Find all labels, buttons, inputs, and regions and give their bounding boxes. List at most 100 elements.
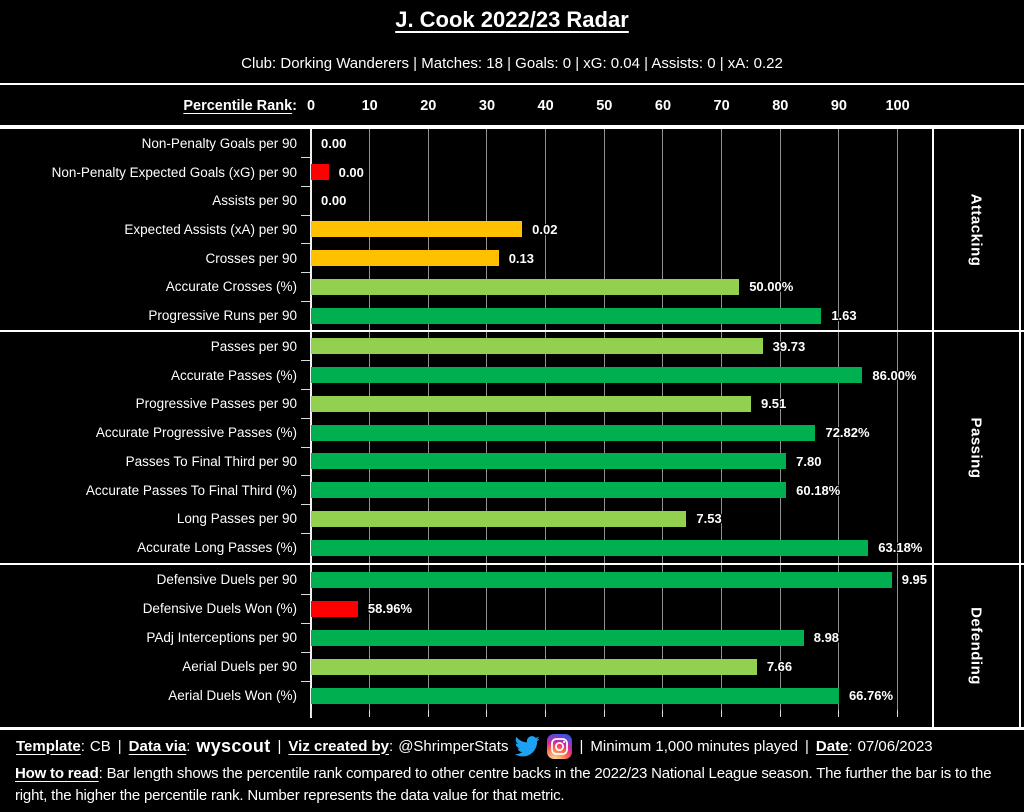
- metric-value: 0.02: [532, 221, 558, 237]
- metric-label: Passes To Final Third per 90: [125, 453, 297, 469]
- metric-row: Assists per 90 0.00: [0, 186, 1024, 215]
- viz-colon: :: [389, 737, 394, 755]
- x-axis-tick: [427, 710, 429, 717]
- metric-row: Accurate Passes (%) 86.00%: [0, 361, 1024, 390]
- x-axis-tick: [721, 710, 723, 717]
- metric-bar: [311, 221, 523, 238]
- category-tick: [301, 272, 310, 274]
- metric-label: Long Passes per 90: [176, 511, 297, 527]
- how-to-read-text: Bar length shows the percentile rank com…: [15, 765, 992, 804]
- metric-bar: [311, 250, 499, 267]
- metric-row: PAdj Interceptions per 90 8.98: [0, 623, 1024, 652]
- axis-tick-label: 40: [537, 97, 554, 114]
- creator-handle: @ShrimperStats: [398, 737, 509, 755]
- category-tick: [301, 651, 310, 653]
- metric-bar: [311, 338, 763, 355]
- category-tick: [301, 475, 310, 477]
- section-label-defending: Defending: [967, 607, 985, 685]
- metric-bar: [311, 453, 787, 470]
- x-axis-tick: [486, 710, 488, 717]
- gridline: [603, 129, 605, 710]
- x-axis-tick: [603, 710, 605, 717]
- axis-tick-label: 100: [885, 97, 910, 114]
- metric-value: 39.73: [772, 338, 806, 354]
- metric-value: 9.95: [901, 572, 928, 587]
- metric-value: 72.82%: [825, 425, 870, 441]
- x-axis-tick: [369, 710, 371, 717]
- axis-tick-label: 60: [654, 97, 672, 114]
- how-to-read-label: How to read: [15, 765, 99, 782]
- x-axis-tick: [838, 710, 840, 717]
- metric-bar: [311, 424, 816, 441]
- metric-bar: [311, 395, 751, 412]
- metric-value: 50.00%: [749, 279, 794, 295]
- pipe-separator: |: [117, 737, 122, 755]
- percentile-rank-label: Percentile Rank:: [183, 98, 297, 114]
- divider-footer: [0, 727, 1024, 730]
- metric-bar: [311, 482, 787, 499]
- section-label-passing: Passing: [967, 416, 985, 479]
- axis-tick-label: 0: [306, 97, 316, 114]
- pipe-separator: |: [277, 737, 282, 755]
- x-axis-tick: [897, 710, 899, 717]
- pipe-separator: |: [579, 737, 584, 755]
- gridline: [662, 129, 664, 710]
- section-column-left-border: [932, 129, 934, 727]
- gridline: [721, 129, 723, 710]
- metric-label: Non-Penalty Expected Goals (xG) per 90: [51, 164, 297, 180]
- category-tick: [301, 157, 310, 159]
- category-tick: [301, 532, 310, 534]
- metric-row: Accurate Crosses (%) 50.00%: [0, 273, 1024, 302]
- category-tick: [301, 622, 310, 624]
- metric-label: Accurate Progressive Passes (%): [95, 425, 297, 441]
- metric-label: Aerial Duels per 90: [182, 659, 297, 674]
- divider-passing-defending: [0, 563, 1024, 565]
- metric-bar: [311, 307, 822, 324]
- metric-label: Progressive Runs per 90: [148, 308, 297, 324]
- metric-label: Crosses per 90: [205, 250, 297, 266]
- metric-row: Accurate Passes To Final Third (%) 60.18%: [0, 476, 1024, 505]
- date-colon: :: [848, 737, 853, 755]
- y-axis-line: [309, 129, 312, 718]
- twitter-icon: [515, 735, 541, 757]
- gridline: [897, 129, 899, 710]
- metric-label: Defensive Duels Won (%): [142, 601, 297, 616]
- x-axis-tick: [545, 710, 547, 717]
- metric-row: Accurate Progressive Passes (%) 72.82%: [0, 418, 1024, 447]
- data-via-label: Data via: [128, 737, 187, 755]
- gridline: [486, 129, 488, 710]
- category-tick: [301, 185, 310, 187]
- how-to-read-colon: :: [98, 765, 103, 782]
- footer-credits: Template: CB | Data via: wyscout | Viz c…: [16, 733, 1016, 759]
- metric-bar: [311, 539, 869, 556]
- axis-tick-label: 70: [713, 97, 730, 114]
- axis-tick-label: 90: [830, 97, 848, 114]
- metric-label: Assists per 90: [212, 193, 297, 209]
- axis-tick-label: 50: [596, 97, 613, 114]
- metric-label: Accurate Passes To Final Third (%): [85, 482, 297, 498]
- gridline: [427, 129, 429, 710]
- category-tick: [301, 243, 310, 245]
- axis-tick-label: 80: [772, 97, 789, 114]
- section-column-right-border: [1019, 129, 1021, 727]
- player-meta: Club: Dorking Wanderers | Matches: 18 | …: [241, 55, 783, 72]
- metric-value: 58.96%: [367, 601, 413, 616]
- metric-bar: [311, 367, 863, 384]
- x-axis-tick: [662, 710, 664, 717]
- metric-label: PAdj Interceptions per 90: [146, 630, 297, 645]
- metric-value: 63.18%: [878, 540, 923, 556]
- category-tick: [301, 680, 310, 682]
- category-tick: [301, 389, 310, 390]
- metric-row: Passes To Final Third per 90 7.80: [0, 447, 1024, 476]
- metric-value: 7.66: [766, 659, 793, 674]
- page-title: J. Cook 2022/23 Radar: [395, 7, 629, 32]
- metric-value: 7.53: [696, 511, 722, 527]
- divider-top-thin: [0, 83, 1024, 85]
- metric-value: 9.51: [760, 396, 787, 412]
- category-tick: [301, 593, 310, 595]
- axis-tick-label: 10: [361, 97, 378, 114]
- metric-row: Defensive Duels per 90 9.95: [0, 565, 1024, 594]
- metric-row: Progressive Passes per 90 9.51: [0, 390, 1024, 419]
- category-tick: [301, 300, 310, 302]
- category-tick: [301, 360, 310, 362]
